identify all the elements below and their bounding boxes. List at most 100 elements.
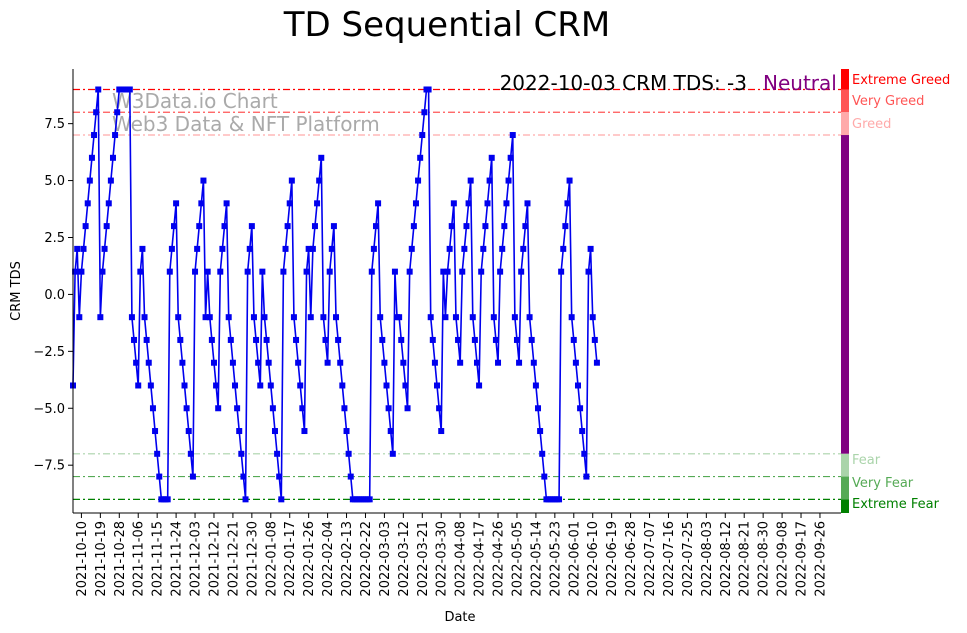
data-point-243 bbox=[581, 450, 588, 457]
data-point-29 bbox=[131, 336, 138, 343]
data-point-38 bbox=[149, 405, 156, 412]
x-tick-label-28: 2022-06-19 bbox=[605, 521, 620, 597]
data-point-98 bbox=[276, 473, 283, 480]
x-ticks: 2021-10-10 2021-10-19 2021-10-28 2021-11-06… bbox=[75, 513, 828, 597]
data-point-84 bbox=[246, 245, 253, 252]
data-point-197 bbox=[484, 200, 491, 207]
data-point-77 bbox=[232, 382, 239, 389]
data-point-5 bbox=[80, 245, 87, 252]
data-point-147 bbox=[379, 336, 386, 343]
data-point-239 bbox=[572, 359, 579, 366]
data-point-172 bbox=[431, 359, 438, 366]
data-point-9 bbox=[88, 154, 95, 161]
x-tick-label-0: 2021-10-10 bbox=[75, 521, 90, 597]
data-point-94 bbox=[267, 382, 274, 389]
x-tick-label-16: 2022-03-03 bbox=[378, 521, 393, 597]
data-point-71 bbox=[219, 245, 226, 252]
data-point-144 bbox=[372, 223, 379, 230]
x-tick-label-18: 2022-03-21 bbox=[416, 521, 431, 597]
data-point-28 bbox=[128, 314, 135, 321]
data-point-17 bbox=[105, 200, 112, 207]
data-point-203 bbox=[497, 268, 504, 275]
data-point-214 bbox=[520, 245, 527, 252]
data-point-241 bbox=[577, 405, 584, 412]
x-tick-label-23: 2022-05-05 bbox=[510, 521, 525, 597]
data-point-249 bbox=[593, 359, 600, 366]
data-point-91 bbox=[261, 314, 268, 321]
x-tick-label-11: 2022-01-17 bbox=[283, 521, 298, 597]
data-point-240 bbox=[574, 382, 581, 389]
band-segment-5 bbox=[841, 476, 849, 500]
data-point-79 bbox=[236, 428, 243, 435]
data-point-155 bbox=[396, 314, 403, 321]
data-point-81 bbox=[240, 473, 247, 480]
data-point-13 bbox=[97, 314, 104, 321]
y-tick-label-3: 0.0 bbox=[44, 288, 65, 303]
data-point-6 bbox=[82, 223, 89, 230]
data-point-113 bbox=[307, 314, 314, 321]
x-tick-label-24: 2022-05-14 bbox=[529, 521, 544, 597]
data-point-101 bbox=[282, 245, 289, 252]
band-segment-2 bbox=[841, 112, 849, 136]
data-point-182 bbox=[452, 314, 459, 321]
band-label-2: Greed bbox=[852, 117, 891, 132]
x-tick-label-36: 2022-08-30 bbox=[757, 521, 772, 597]
data-point-48 bbox=[171, 223, 177, 230]
data-point-49 bbox=[173, 200, 180, 207]
data-point-170 bbox=[427, 314, 434, 321]
data-point-75 bbox=[227, 336, 234, 343]
x-tick-label-30: 2022-07-07 bbox=[643, 521, 658, 597]
data-point-189 bbox=[467, 177, 474, 184]
x-tick-label-34: 2022-08-12 bbox=[719, 521, 734, 597]
data-point-118 bbox=[318, 154, 325, 161]
data-point-177 bbox=[442, 314, 449, 321]
band-label-5: Extreme Fear bbox=[852, 497, 940, 512]
data-point-114 bbox=[309, 245, 316, 252]
data-point-70 bbox=[217, 268, 224, 275]
data-point-193 bbox=[476, 382, 483, 389]
data-point-160 bbox=[406, 268, 413, 275]
data-point-33 bbox=[139, 245, 146, 252]
x-tick-label-13: 2022-02-04 bbox=[321, 521, 336, 597]
data-point-244 bbox=[583, 473, 590, 480]
data-point-223 bbox=[539, 450, 546, 457]
data-point-62 bbox=[200, 177, 207, 184]
data-point-131 bbox=[345, 450, 352, 457]
data-point-119 bbox=[320, 314, 327, 321]
x-tick-label-12: 2022-01-26 bbox=[302, 521, 317, 597]
data-point-121 bbox=[324, 359, 331, 366]
watermark-line-1: W3Data.io Chart bbox=[112, 89, 278, 113]
data-point-219 bbox=[530, 359, 537, 366]
data-point-109 bbox=[299, 405, 306, 412]
data-point-103 bbox=[286, 200, 293, 207]
data-point-20 bbox=[112, 132, 119, 139]
data-point-8 bbox=[86, 177, 93, 184]
data-point-40 bbox=[154, 450, 161, 457]
data-point-152 bbox=[389, 450, 396, 457]
data-point-190 bbox=[469, 314, 476, 321]
data-point-16 bbox=[103, 223, 110, 230]
x-tick-label-14: 2022-02-13 bbox=[340, 521, 355, 597]
data-point-88 bbox=[255, 359, 262, 366]
data-point-27 bbox=[126, 86, 133, 93]
data-point-218 bbox=[528, 336, 535, 343]
x-tick-label-33: 2022-08-03 bbox=[700, 521, 715, 597]
data-point-53 bbox=[181, 382, 188, 389]
data-point-196 bbox=[482, 223, 489, 230]
data-point-237 bbox=[568, 314, 575, 321]
band-label-1: Very Greed bbox=[852, 94, 924, 109]
data-point-129 bbox=[341, 405, 348, 412]
data-point-246 bbox=[587, 245, 594, 252]
x-tick-label-9: 2021-12-30 bbox=[245, 521, 260, 597]
data-point-111 bbox=[303, 268, 310, 275]
data-point-59 bbox=[194, 245, 201, 252]
data-point-21 bbox=[114, 109, 121, 116]
y-ticks: −7.5 −5.0 −2.5 0.0 2.5 5.0 7.5 bbox=[33, 117, 73, 474]
data-point-66 bbox=[208, 336, 215, 343]
data-point-10 bbox=[91, 132, 98, 139]
data-point-64 bbox=[204, 268, 211, 275]
data-point-46 bbox=[166, 268, 173, 275]
data-point-238 bbox=[570, 336, 577, 343]
data-point-181 bbox=[450, 200, 457, 207]
